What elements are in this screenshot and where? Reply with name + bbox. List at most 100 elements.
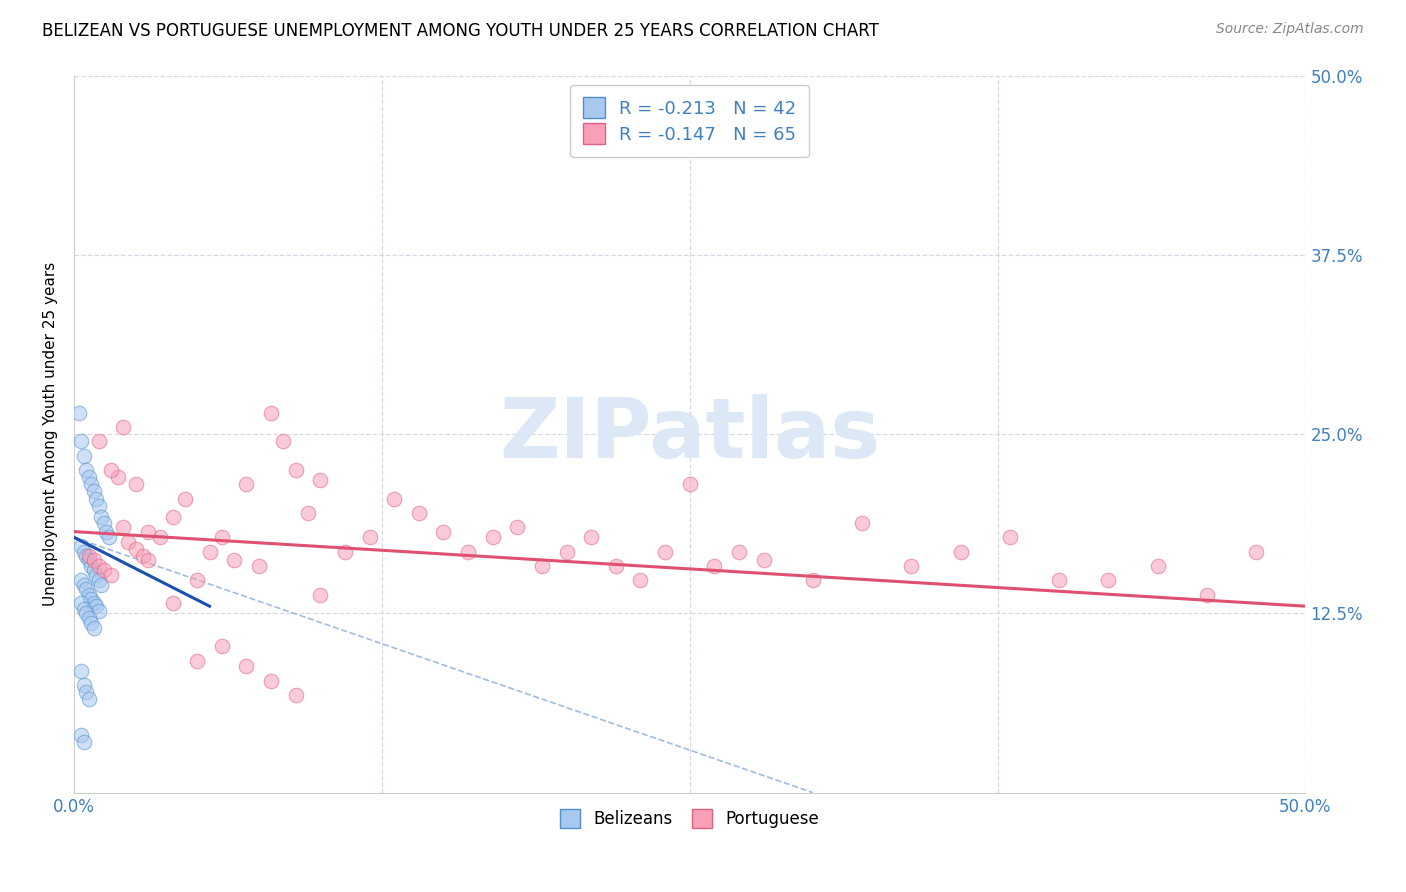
- Point: [73, 577, 96, 591]
- Point: [83, 553, 105, 567]
- Point: [70, 664, 93, 678]
- Point: [555, 544, 578, 558]
- Point: [260, 406, 283, 420]
- Point: [260, 673, 283, 688]
- Point: [284, 688, 307, 702]
- Point: [1244, 544, 1267, 558]
- Point: [309, 588, 332, 602]
- Point: [73, 735, 96, 749]
- Point: [93, 563, 115, 577]
- Point: [162, 510, 184, 524]
- Point: [77, 470, 100, 484]
- Point: [211, 530, 233, 544]
- Point: [198, 544, 221, 558]
- Point: [87, 603, 110, 617]
- Point: [630, 574, 652, 588]
- Point: [73, 602, 96, 616]
- Point: [124, 477, 146, 491]
- Legend: Belizeans, Portuguese: Belizeans, Portuguese: [553, 802, 827, 835]
- Point: [77, 588, 100, 602]
- Point: [84, 599, 107, 614]
- Point: [87, 559, 110, 574]
- Point: [581, 530, 603, 544]
- Point: [77, 610, 100, 624]
- Point: [309, 473, 332, 487]
- Point: [84, 491, 107, 506]
- Point: [186, 574, 208, 588]
- Point: [77, 692, 100, 706]
- Point: [70, 596, 93, 610]
- Point: [162, 596, 184, 610]
- Point: [75, 607, 97, 621]
- Point: [273, 434, 295, 449]
- Point: [90, 510, 112, 524]
- Point: [359, 530, 381, 544]
- Point: [235, 659, 257, 673]
- Point: [1195, 588, 1218, 602]
- Point: [284, 463, 307, 477]
- Point: [432, 524, 454, 539]
- Point: [80, 616, 103, 631]
- Point: [83, 596, 105, 610]
- Point: [333, 544, 356, 558]
- Point: [297, 506, 319, 520]
- Text: ZIPatlas: ZIPatlas: [499, 393, 880, 475]
- Point: [97, 530, 120, 544]
- Point: [211, 640, 233, 654]
- Point: [107, 470, 129, 484]
- Point: [75, 685, 97, 699]
- Point: [87, 574, 110, 588]
- Point: [100, 463, 122, 477]
- Point: [90, 577, 112, 591]
- Point: [70, 434, 93, 449]
- Point: [117, 534, 139, 549]
- Point: [1097, 574, 1119, 588]
- Point: [801, 574, 824, 588]
- Point: [1146, 559, 1168, 574]
- Point: [83, 563, 105, 577]
- Point: [224, 553, 246, 567]
- Point: [75, 549, 97, 563]
- Point: [132, 549, 155, 563]
- Point: [70, 539, 93, 553]
- Point: [998, 530, 1021, 544]
- Point: [481, 530, 503, 544]
- Point: [75, 582, 97, 596]
- Text: BELIZEAN VS PORTUGUESE UNEMPLOYMENT AMONG YOUTH UNDER 25 YEARS CORRELATION CHART: BELIZEAN VS PORTUGUESE UNEMPLOYMENT AMON…: [42, 22, 879, 40]
- Point: [100, 567, 122, 582]
- Point: [149, 530, 172, 544]
- Point: [457, 544, 479, 558]
- Point: [174, 491, 197, 506]
- Point: [73, 678, 96, 692]
- Point: [70, 574, 93, 588]
- Point: [73, 544, 96, 558]
- Point: [73, 449, 96, 463]
- Point: [247, 559, 270, 574]
- Point: [136, 553, 159, 567]
- Point: [75, 463, 97, 477]
- Point: [235, 477, 257, 491]
- Point: [93, 516, 115, 530]
- Text: Source: ZipAtlas.com: Source: ZipAtlas.com: [1216, 22, 1364, 37]
- Point: [605, 559, 627, 574]
- Point: [83, 621, 105, 635]
- Point: [1047, 574, 1070, 588]
- Point: [84, 567, 107, 582]
- Point: [112, 520, 135, 534]
- Point: [124, 541, 146, 556]
- Point: [70, 728, 93, 742]
- Point: [87, 434, 110, 449]
- Point: [80, 559, 103, 574]
- Point: [80, 477, 103, 491]
- Point: [900, 559, 922, 574]
- Point: [654, 544, 676, 558]
- Point: [80, 592, 103, 607]
- Point: [94, 524, 117, 539]
- Point: [77, 553, 100, 567]
- Point: [112, 420, 135, 434]
- Point: [186, 654, 208, 668]
- Point: [87, 499, 110, 513]
- Point: [851, 516, 873, 530]
- Point: [949, 544, 972, 558]
- Point: [728, 544, 751, 558]
